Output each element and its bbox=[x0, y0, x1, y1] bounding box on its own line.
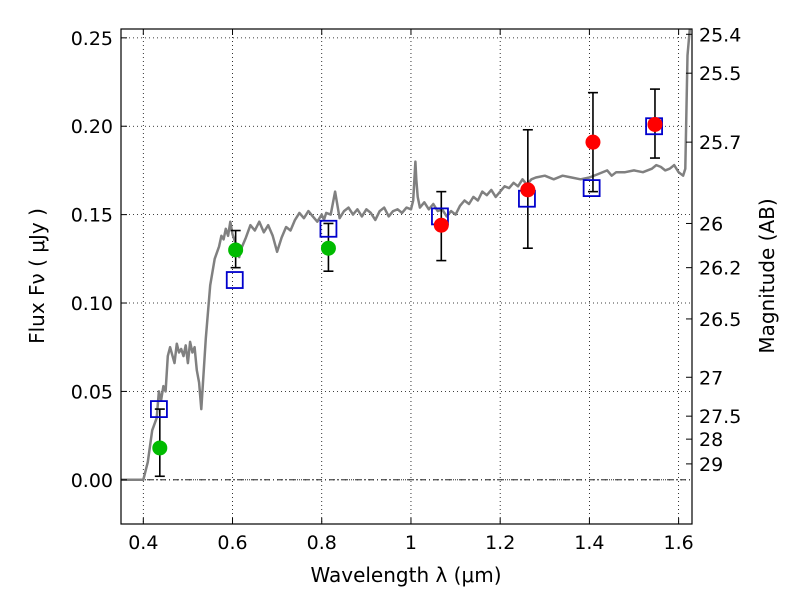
y-tick-label: 0.20 bbox=[71, 116, 113, 138]
data-point-marker bbox=[520, 182, 536, 198]
right-tick-label: 25.5 bbox=[699, 63, 741, 85]
right-tick-label: 29 bbox=[699, 454, 723, 476]
y-tick-label: 0.00 bbox=[71, 470, 113, 492]
x-tick-label: 0.6 bbox=[217, 532, 247, 554]
y-tick-label: 0.25 bbox=[71, 28, 113, 50]
spectrum-line bbox=[121, 29, 692, 482]
right-tick-label: 26.2 bbox=[699, 258, 741, 280]
data-point-marker bbox=[647, 116, 663, 132]
y-tick-label: 0.05 bbox=[71, 381, 113, 403]
x-tick-label: 0.8 bbox=[307, 532, 337, 554]
x-tick-label: 1.2 bbox=[485, 532, 515, 554]
model-square-marker bbox=[319, 219, 338, 238]
model-square-marker bbox=[582, 179, 601, 198]
plot-frame bbox=[120, 28, 693, 525]
data-point-marker bbox=[320, 240, 336, 256]
right-tick-label: 25.7 bbox=[699, 132, 741, 154]
y-tick-label: 0.10 bbox=[71, 293, 113, 315]
y-axis-right-title: Magnitude (AB) bbox=[755, 198, 779, 353]
right-tick-label: 27.5 bbox=[699, 406, 741, 428]
right-tick-label: 27 bbox=[699, 367, 723, 389]
data-point-marker bbox=[433, 217, 449, 233]
x-axis-title: Wavelength λ (μm) bbox=[310, 563, 501, 587]
series-layer bbox=[121, 29, 692, 482]
x-tick-label: 1.4 bbox=[574, 532, 604, 554]
x-tick-label: 0.4 bbox=[128, 532, 158, 554]
right-tick-label: 25.4 bbox=[699, 24, 741, 46]
right-tick-label: 26 bbox=[699, 213, 723, 235]
right-tick-label: 28 bbox=[699, 429, 723, 451]
model-square-marker bbox=[150, 400, 168, 418]
ticks: 0.4 0.6 0.8 1 1.2 1.4 1.6 0.00 0.05 0.10 0.15 0.20 0… bbox=[71, 24, 742, 554]
x-tick-label: 1 bbox=[405, 532, 417, 554]
model-square-marker bbox=[225, 271, 244, 289]
y-axis-title: Flux Fν ( μJy ) bbox=[25, 208, 49, 344]
data-point-marker bbox=[228, 242, 244, 258]
data-point-marker bbox=[585, 134, 601, 150]
y-tick-label: 0.15 bbox=[71, 205, 113, 227]
x-tick-label: 1.6 bbox=[664, 532, 694, 554]
data-point-marker bbox=[152, 440, 168, 456]
grid bbox=[121, 29, 692, 524]
right-tick-label: 26.5 bbox=[699, 309, 741, 331]
